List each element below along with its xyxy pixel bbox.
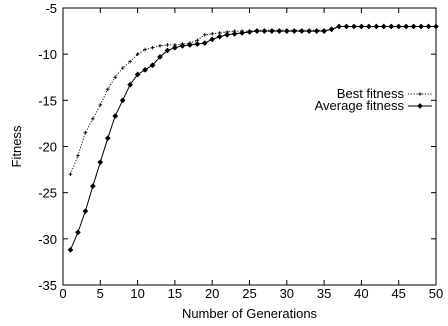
average-fitness-point: [328, 26, 335, 33]
best-fitness-point: [98, 103, 103, 107]
x-tick-label: 30: [280, 286, 294, 301]
best-fitness-point: [68, 172, 73, 176]
x-axis-ticks: 0 5 10 15 20 25 30 35 40 45 50: [59, 8, 443, 301]
average-fitness-point: [97, 159, 104, 166]
average-fitness-point: [231, 30, 238, 37]
average-fitness-point: [201, 40, 208, 47]
y-tick-label: -25: [38, 186, 57, 201]
x-tick-label: 20: [205, 286, 219, 301]
best-fitness-point: [113, 75, 118, 80]
best-fitness-point: [83, 130, 88, 135]
average-fitness-point: [373, 23, 380, 30]
average-fitness-point: [246, 29, 253, 35]
average-fitness-point: [164, 47, 171, 54]
y-tick-label: -30: [38, 232, 57, 247]
y-tick-label: -10: [38, 47, 57, 62]
best-fitness-point: [105, 87, 110, 92]
x-tick-label: 15: [168, 286, 182, 301]
average-fitness-point: [395, 23, 402, 30]
average-fitness-point: [89, 183, 96, 190]
average-fitness-point: [388, 23, 395, 30]
legend-best-fitness-point: [418, 92, 422, 96]
y-tick-label: -15: [38, 93, 57, 108]
average-fitness-point: [179, 42, 186, 49]
average-fitness-point: [418, 23, 425, 30]
average-fitness-point: [216, 33, 223, 40]
average-fitness-point: [171, 44, 178, 51]
x-tick-label: 0: [59, 286, 66, 301]
average-fitness-point: [306, 28, 313, 35]
best-fitness-point: [165, 43, 170, 47]
x-axis-label: Number of Generations: [182, 306, 318, 321]
average-fitness-point: [433, 23, 439, 30]
x-tick-label: 50: [429, 286, 443, 301]
best-fitness-point: [76, 153, 80, 158]
average-fitness-point: [380, 23, 387, 30]
best-fitness-point: [128, 59, 132, 64]
best-fitness-point: [210, 32, 214, 36]
average-fitness-point: [343, 23, 350, 30]
average-fitness-point: [410, 23, 417, 30]
legend-average-fitness-point: [417, 103, 423, 109]
best-fitness-point: [91, 117, 95, 121]
average-fitness-point: [74, 229, 81, 236]
average-fitness-point: [142, 66, 149, 73]
average-fitness-point: [298, 28, 305, 35]
average-fitness-point: [313, 28, 320, 35]
legend-item-average-fitness: Average fitness: [315, 98, 432, 113]
best-fitness-point: [158, 44, 162, 48]
average-fitness-point: [365, 23, 372, 30]
average-fitness-point: [403, 23, 410, 30]
average-fitness-point: [149, 62, 156, 69]
average-fitness-series: [67, 23, 439, 253]
x-tick-label: 25: [242, 286, 256, 301]
average-fitness-point: [321, 28, 328, 35]
x-tick-label: 40: [354, 286, 368, 301]
average-fitness-point: [425, 23, 432, 30]
average-fitness-point: [336, 23, 342, 30]
y-axis-label: Fitness: [9, 125, 24, 167]
legend-item-best-fitness: Best fitness: [337, 86, 432, 101]
best-fitness-point: [202, 32, 207, 37]
average-fitness-point: [276, 28, 283, 35]
x-tick-label: 45: [391, 286, 405, 301]
best-fitness-point: [135, 52, 140, 56]
y-tick-label: -35: [38, 278, 57, 293]
average-fitness-point: [224, 31, 231, 38]
average-fitness-point: [194, 41, 201, 47]
x-tick-label: 10: [130, 286, 144, 301]
average-fitness-point: [350, 23, 357, 30]
average-fitness-point: [291, 28, 298, 35]
series-layer: [67, 23, 439, 253]
average-fitness-point: [268, 28, 275, 35]
x-tick-label: 35: [317, 286, 331, 301]
average-fitness-point: [239, 29, 245, 36]
plot-area: [62, 7, 437, 286]
average-fitness-point: [254, 28, 260, 35]
y-tick-label: -20: [38, 140, 57, 155]
average-fitness-point: [157, 53, 163, 60]
best-fitness-point: [150, 45, 155, 50]
y-axis-ticks: -35 -30 -25 -20 -15 -10 -5: [38, 1, 436, 293]
best-fitness-point: [120, 66, 125, 70]
x-tick-label: 5: [97, 286, 104, 301]
average-fitness-point: [119, 97, 126, 104]
best-fitness-point: [143, 47, 147, 52]
average-fitness-point: [209, 36, 216, 43]
average-fitness-point: [82, 208, 89, 215]
average-fitness-point: [358, 23, 365, 30]
y-tick-label: -5: [45, 1, 57, 16]
average-fitness-point: [104, 135, 111, 142]
legend-label: Average fitness: [315, 98, 405, 113]
average-fitness-point: [127, 81, 134, 88]
average-fitness-point: [283, 28, 290, 35]
average-fitness-point: [261, 28, 268, 35]
legend-label: Best fitness: [337, 86, 405, 101]
average-fitness-point: [67, 246, 74, 253]
average-fitness-point: [186, 41, 193, 48]
average-fitness-point: [112, 113, 119, 119]
average-fitness-point: [134, 71, 141, 78]
